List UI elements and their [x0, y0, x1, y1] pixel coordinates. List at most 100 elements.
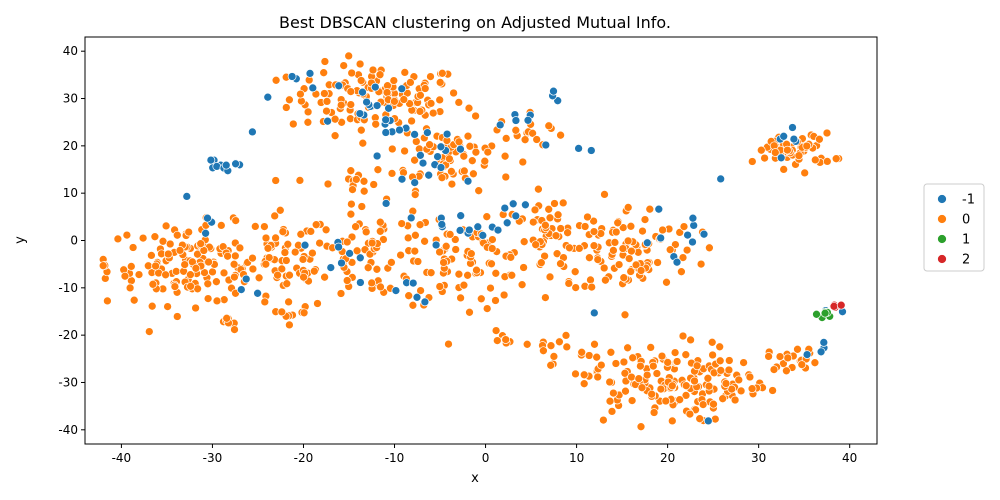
scatter-point: [769, 365, 779, 374]
scatter-point: [793, 344, 802, 354]
scatter-point: [400, 68, 410, 77]
scatter-point: [810, 358, 820, 368]
scatter-point: [336, 289, 346, 298]
scatter-point: [347, 199, 356, 209]
scatter-point: [574, 144, 583, 153]
scatter-point: [416, 150, 425, 160]
scatter-point: [248, 253, 257, 263]
scatter-point: [235, 243, 245, 253]
scatter-point: [357, 202, 367, 211]
scatter-point: [627, 372, 636, 382]
scatter-point: [344, 51, 354, 61]
scatter-point: [309, 266, 319, 276]
scatter-point: [397, 84, 407, 94]
scatter-point: [678, 253, 688, 262]
scatter-point: [593, 372, 603, 382]
scatter-point: [501, 134, 511, 143]
scatter-point: [640, 215, 650, 224]
scatter-point: [451, 245, 461, 254]
scatter-point: [241, 274, 251, 284]
scatter-point: [303, 117, 313, 127]
scatter-point: [396, 250, 405, 260]
scatter-point: [381, 128, 391, 137]
scatter-point: [681, 350, 691, 360]
scatter-point: [362, 97, 371, 107]
scatter-point: [789, 134, 799, 144]
scatter-point: [656, 233, 666, 243]
scatter-point: [384, 103, 393, 113]
scatter-point: [520, 135, 530, 145]
scatter-point: [358, 138, 368, 148]
scatter-point: [486, 283, 495, 293]
scatter-point: [745, 372, 755, 382]
scatter-point: [815, 134, 824, 144]
scatter-point: [661, 396, 671, 406]
scatter-point: [450, 235, 460, 244]
scatter-point: [389, 76, 399, 85]
scatter-point: [423, 128, 432, 137]
scatter-point: [648, 361, 658, 371]
scatter-point: [570, 267, 580, 277]
scatter-point: [683, 230, 692, 240]
scatter-point: [271, 176, 281, 185]
scatter-point: [491, 268, 501, 278]
scatter-point: [129, 295, 139, 305]
scatter-point: [437, 173, 447, 183]
scatter-point: [549, 352, 559, 361]
scatter-point: [667, 416, 677, 426]
scatter-point: [518, 157, 528, 167]
scatter-point: [623, 203, 633, 212]
scatter-point: [261, 259, 271, 269]
scatter-point: [196, 239, 206, 249]
scatter-point: [143, 261, 153, 271]
scatter-point: [308, 248, 317, 258]
scatter-point: [549, 86, 558, 96]
scatter-point: [203, 294, 213, 303]
scatter-point: [708, 350, 717, 360]
scatter-point: [447, 179, 457, 189]
scatter-point: [495, 120, 505, 130]
scatter-point: [413, 257, 423, 266]
scatter-point: [628, 353, 638, 363]
scatter-point: [831, 154, 841, 164]
scatter-point: [589, 216, 598, 226]
scatter-point: [688, 237, 697, 247]
scatter-point: [435, 95, 445, 105]
scatter-point: [212, 162, 222, 171]
scatter-point: [473, 222, 483, 232]
scatter-point: [134, 270, 144, 279]
scatter-point: [620, 368, 630, 378]
scatter-point: [150, 232, 160, 242]
scatter-point: [387, 258, 396, 267]
scatter-point: [367, 238, 377, 248]
scatter-point: [400, 146, 409, 156]
scatter-point: [406, 78, 415, 87]
scatter-point: [416, 90, 425, 100]
scatter-point: [571, 283, 581, 292]
scatter-point: [404, 291, 414, 301]
scatter-point: [271, 233, 280, 243]
legend-marker: [937, 194, 947, 204]
scatter-point: [606, 347, 616, 357]
scatter-point: [330, 114, 340, 124]
scatter-point: [465, 307, 474, 317]
scatter-point: [788, 123, 797, 132]
scatter-point: [420, 84, 430, 93]
scatter-point: [420, 297, 430, 307]
scatter-point: [465, 141, 475, 151]
scatter-point: [271, 75, 281, 85]
scatter-point: [459, 166, 469, 176]
scatter-point: [770, 148, 780, 157]
scatter-point: [212, 277, 221, 287]
scatter-point: [355, 59, 365, 69]
scatter-point: [148, 279, 158, 289]
scatter-point: [206, 155, 216, 165]
scatter-point: [667, 381, 677, 391]
scatter-point: [829, 301, 839, 311]
scatter-point: [445, 154, 454, 164]
scatter-point: [212, 296, 222, 306]
scatter-point: [715, 356, 725, 366]
scatter-point: [463, 176, 473, 186]
scatter-point: [546, 360, 556, 370]
scatter-point: [201, 228, 210, 238]
